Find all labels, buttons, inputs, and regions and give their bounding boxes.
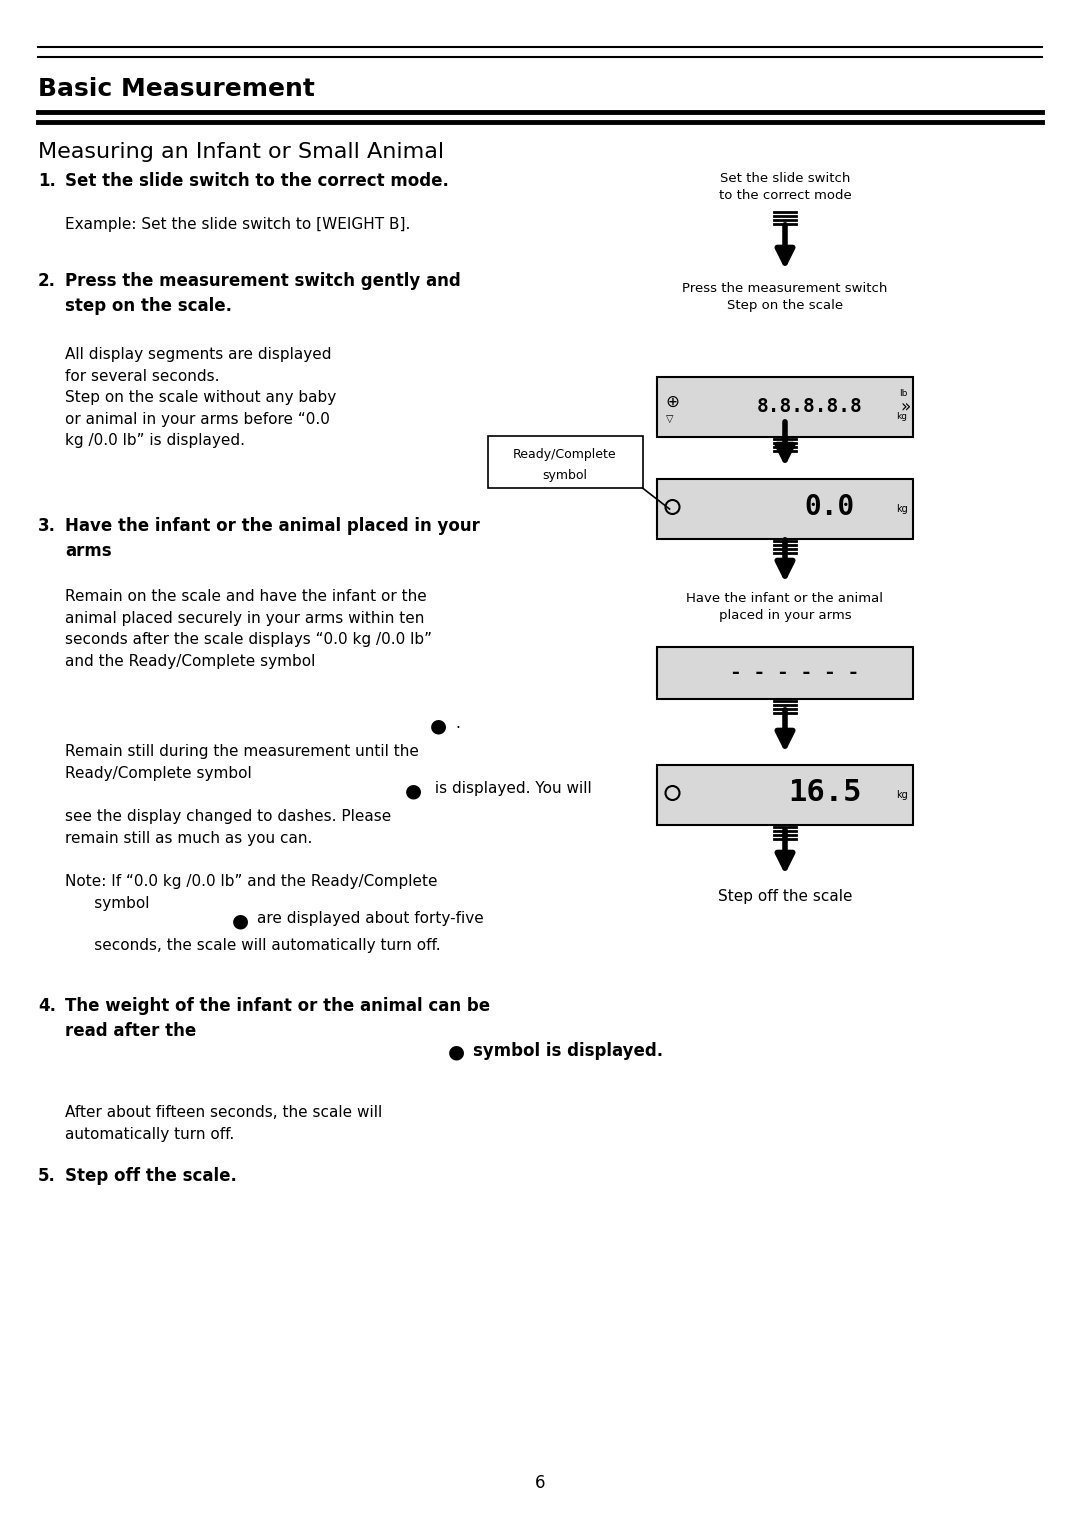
Text: .: . [455, 716, 460, 731]
Text: Have the infant or the animal
placed in your arms: Have the infant or the animal placed in … [687, 592, 883, 621]
Text: lb: lb [900, 389, 907, 399]
Text: ●: ● [430, 716, 447, 734]
Text: - - - - - -: - - - - - - [730, 664, 860, 683]
Text: symbol is displayed.: symbol is displayed. [473, 1041, 663, 1060]
Text: 3.: 3. [38, 518, 56, 534]
Text: ▽: ▽ [665, 414, 673, 425]
Text: are displayed about forty-five: are displayed about forty-five [257, 912, 484, 925]
Text: After about fifteen seconds, the scale will
automatically turn off.: After about fifteen seconds, the scale w… [65, 1106, 382, 1142]
Text: The weight of the infant or the animal can be
read after the: The weight of the infant or the animal c… [65, 997, 490, 1040]
Text: 6: 6 [535, 1474, 545, 1492]
Text: Set the slide switch
to the correct mode: Set the slide switch to the correct mode [718, 173, 851, 202]
Text: Example: Set the slide switch to [WEIGHT B].: Example: Set the slide switch to [WEIGHT… [65, 217, 410, 232]
Text: Note: If “0.0 kg /0.0 lb” and the Ready/Complete
      symbol: Note: If “0.0 kg /0.0 lb” and the Ready/… [65, 873, 437, 910]
Text: Set the slide switch to the correct mode.: Set the slide switch to the correct mode… [65, 173, 449, 189]
Text: ●: ● [405, 780, 422, 800]
Text: »: » [901, 399, 910, 415]
Text: 8.8.8.8.8: 8.8.8.8.8 [757, 397, 863, 417]
Text: Press the measurement switch
Step on the scale: Press the measurement switch Step on the… [683, 282, 888, 312]
Text: Step off the scale: Step off the scale [718, 889, 852, 904]
Text: Basic Measurement: Basic Measurement [38, 76, 315, 101]
Text: Step off the scale.: Step off the scale. [65, 1167, 237, 1185]
FancyBboxPatch shape [658, 647, 913, 699]
FancyBboxPatch shape [658, 479, 913, 539]
Text: 2.: 2. [38, 272, 56, 290]
Text: Measuring an Infant or Small Animal: Measuring an Infant or Small Animal [38, 142, 444, 162]
Text: ●: ● [448, 1041, 465, 1061]
Text: kg: kg [895, 504, 907, 515]
FancyBboxPatch shape [658, 377, 913, 437]
Text: see the display changed to dashes. Please
remain still as much as you can.: see the display changed to dashes. Pleas… [65, 809, 391, 846]
Text: 4.: 4. [38, 997, 56, 1015]
Text: 5.: 5. [38, 1167, 56, 1185]
Text: Remain still during the measurement until the
Ready/Complete symbol: Remain still during the measurement unti… [65, 744, 419, 780]
Text: Ready/Complete: Ready/Complete [513, 449, 617, 461]
Text: 16.5: 16.5 [788, 779, 862, 808]
Text: Remain on the scale and have the infant or the
animal placed securely in your ar: Remain on the scale and have the infant … [65, 589, 432, 669]
Text: 1.: 1. [38, 173, 56, 189]
FancyBboxPatch shape [658, 765, 913, 825]
FancyBboxPatch shape [487, 437, 643, 489]
Text: ⊕: ⊕ [665, 392, 679, 411]
Text: All display segments are displayed
for several seconds.
Step on the scale withou: All display segments are displayed for s… [65, 347, 336, 449]
Text: seconds, the scale will automatically turn off.: seconds, the scale will automatically tu… [65, 938, 441, 953]
Text: ●: ● [232, 912, 249, 930]
Text: symbol: symbol [542, 469, 588, 481]
Text: Have the infant or the animal placed in your
arms: Have the infant or the animal placed in … [65, 518, 480, 560]
Text: kg: kg [895, 789, 907, 800]
Text: is displayed. You will: is displayed. You will [430, 780, 592, 796]
Text: Press the measurement switch gently and
step on the scale.: Press the measurement switch gently and … [65, 272, 461, 315]
Text: kg: kg [896, 412, 907, 421]
Text: 0.0: 0.0 [805, 493, 855, 521]
